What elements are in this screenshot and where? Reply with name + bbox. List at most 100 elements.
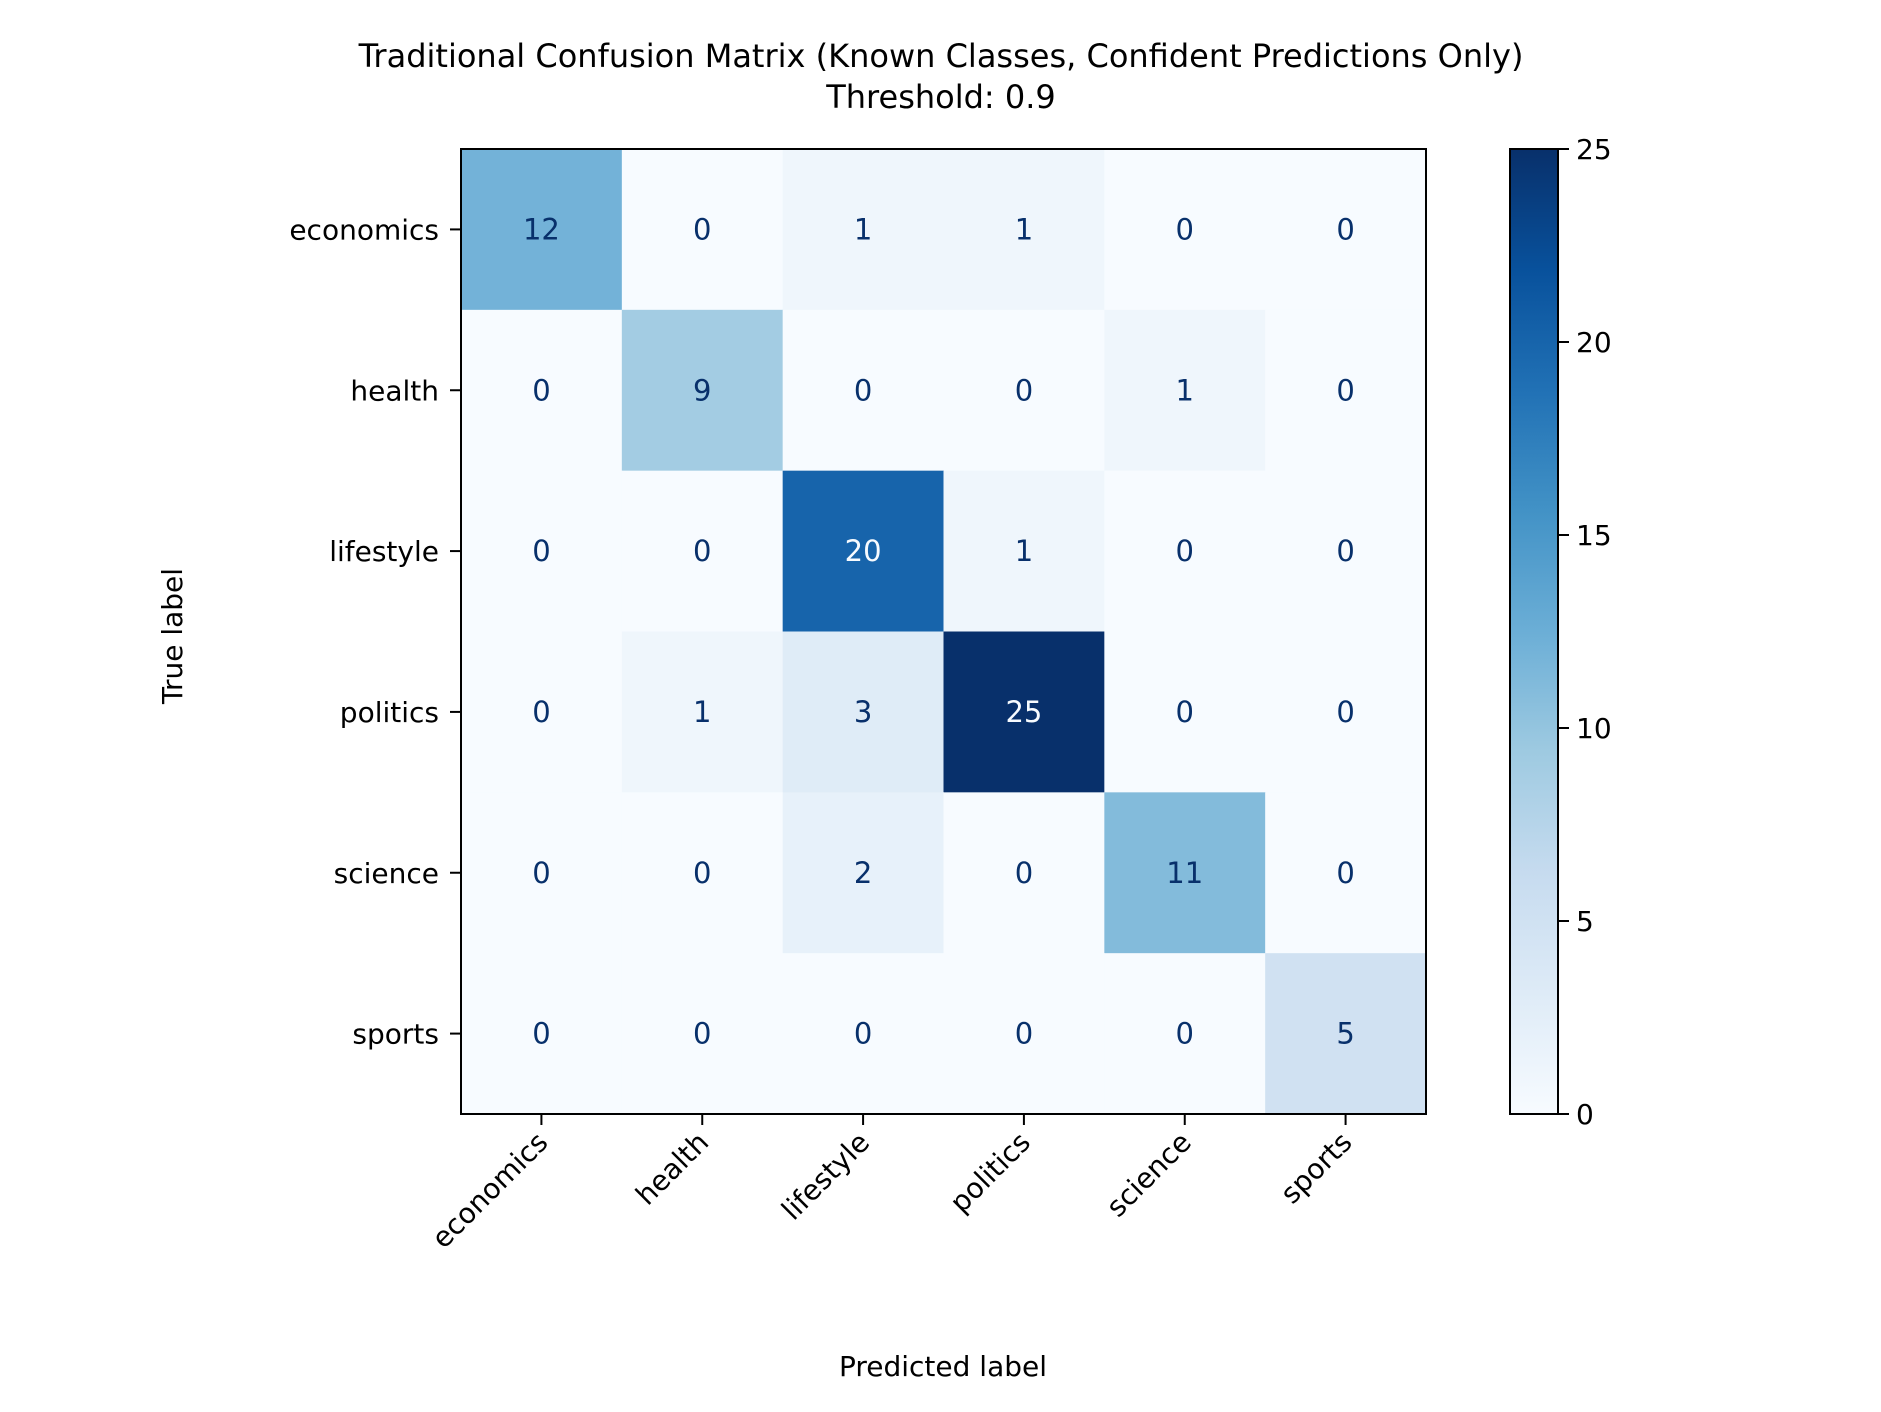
heatmap-cell — [782, 631, 944, 793]
heatmap-cell — [1265, 309, 1427, 472]
heatmap-cell — [782, 470, 944, 632]
heatmap-cell — [461, 470, 623, 632]
colorbar-ticks: 0 5 10 15 20 25 — [1558, 133, 1612, 1131]
colorbar-tick-label: 0 — [1576, 1098, 1594, 1131]
cell-value-label: 0 — [693, 856, 711, 890]
heatmap-cell — [461, 631, 623, 793]
cell-value-label: 0 — [1336, 695, 1354, 729]
heatmap-cell — [1104, 953, 1266, 1115]
cell-value-label: 0 — [693, 534, 711, 568]
cell-value-label: 5 — [1336, 1017, 1354, 1051]
heatmap-cell — [1104, 792, 1266, 954]
cell-value-label: 1 — [854, 212, 872, 246]
x-tick-label: politics — [943, 1126, 1036, 1219]
cell-value-label: 0 — [532, 373, 550, 407]
heatmap-cells — [461, 149, 1427, 1115]
cell-value-label: 0 — [1336, 856, 1354, 890]
cell-value-label: 0 — [532, 534, 550, 568]
cell-value-label: 0 — [1336, 534, 1354, 568]
heatmap-cell — [621, 792, 784, 954]
cell-value-label: 0 — [1176, 1017, 1194, 1051]
cell-value-label: 9 — [693, 373, 711, 407]
heatmap-cell — [1265, 470, 1427, 632]
heatmap-cell — [782, 953, 944, 1115]
heatmap-cell — [621, 149, 784, 311]
heatmap-cell — [943, 792, 1105, 954]
colorbar — [1509, 148, 1559, 1115]
cell-value-label: 12 — [523, 212, 560, 246]
colorbar-tick-label: 10 — [1576, 712, 1612, 745]
heatmap-cell — [1265, 953, 1427, 1115]
heatmap-cell — [461, 309, 623, 472]
heatmap-cell — [1265, 631, 1427, 793]
heatmap-cell — [943, 953, 1105, 1115]
y-tick-label: health — [350, 374, 439, 407]
heatmap-cell — [621, 953, 784, 1115]
chart-title: Traditional Confusion Matrix (Known Clas… — [358, 37, 1524, 75]
x-tick-label: lifestyle — [775, 1126, 876, 1227]
heatmap-cell — [1265, 792, 1427, 954]
cell-value-label: 0 — [1336, 212, 1354, 246]
heatmap-cell — [1104, 631, 1266, 793]
x-tick-label: health — [629, 1126, 715, 1212]
cell-value-label: 0 — [1015, 373, 1033, 407]
y-tick-label: economics — [289, 213, 439, 246]
heatmap-cell — [1104, 470, 1266, 632]
cell-value-label: 0 — [1176, 212, 1194, 246]
heatmap-cell — [943, 309, 1105, 472]
x-tick-label: economics — [425, 1126, 554, 1255]
cell-value-label: 0 — [693, 1017, 711, 1051]
chart-subtitle: Threshold: 0.9 — [825, 78, 1056, 116]
heatmap-cell — [621, 470, 784, 632]
cell-value-label: 0 — [1015, 1017, 1033, 1051]
colorbar-tick-label: 20 — [1576, 326, 1612, 359]
heatmap-cell — [1104, 309, 1266, 472]
heatmap-cell — [943, 470, 1105, 632]
heatmap-cell — [1104, 149, 1266, 311]
heatmap-value-labels: 12 0 1 1 0 00 9 0 0 1 00 0 20 1 0 00 1 3 25 0 00 0 2 0 11 00 0 0 0 0 5 — [523, 212, 1355, 1050]
heatmap-cell — [782, 309, 944, 472]
cell-value-label: 0 — [854, 373, 872, 407]
colorbar-tick-label: 5 — [1576, 905, 1594, 938]
heatmap-cell — [1265, 149, 1427, 311]
y-tick-label: sports — [352, 1018, 439, 1051]
colorbar-tick-label: 25 — [1576, 133, 1612, 166]
cell-value-label: 1 — [1176, 373, 1194, 407]
cell-value-label: 0 — [532, 856, 550, 890]
heatmap-cell — [461, 953, 623, 1115]
y-tick-label: lifestyle — [329, 535, 439, 568]
heatmap-cell — [782, 792, 944, 954]
plot-area-frame — [460, 148, 1427, 1115]
y-axis-ticks: economics health lifestyle politics science s… — [289, 213, 461, 1051]
cell-value-label: 0 — [532, 1017, 550, 1051]
cell-value-label: 3 — [854, 695, 872, 729]
x-axis-label: Predicted label — [839, 1350, 1047, 1383]
cell-value-label: 2 — [854, 856, 872, 890]
x-axis-ticks: economics health lifestyle politics science s… — [425, 1114, 1359, 1255]
cell-value-label: 0 — [1176, 534, 1194, 568]
cell-value-label: 1 — [693, 695, 711, 729]
heatmap-cell — [943, 149, 1105, 311]
heatmap-cell — [621, 631, 784, 793]
colorbar-tick-label: 15 — [1576, 519, 1612, 552]
cell-value-label: 0 — [854, 1017, 872, 1051]
cell-value-label: 20 — [845, 534, 882, 568]
y-tick-label: science — [334, 857, 439, 890]
cell-value-label: 25 — [1005, 695, 1042, 729]
heatmap-cell — [461, 149, 623, 311]
cell-value-label: 0 — [1336, 373, 1354, 407]
heatmap-cell — [461, 792, 623, 954]
cell-value-label: 0 — [1015, 856, 1033, 890]
cell-value-label: 0 — [532, 695, 550, 729]
cell-value-label: 0 — [693, 212, 711, 246]
cell-value-label: 11 — [1166, 856, 1203, 890]
cell-value-label: 0 — [1176, 695, 1194, 729]
x-tick-label: science — [1100, 1126, 1198, 1224]
x-tick-label: sports — [1274, 1126, 1359, 1211]
cell-value-label: 1 — [1015, 534, 1033, 568]
heatmap-cell — [943, 631, 1105, 793]
heatmap-cell — [782, 149, 944, 311]
y-axis-label: True label — [156, 568, 189, 705]
y-tick-label: politics — [340, 696, 439, 729]
